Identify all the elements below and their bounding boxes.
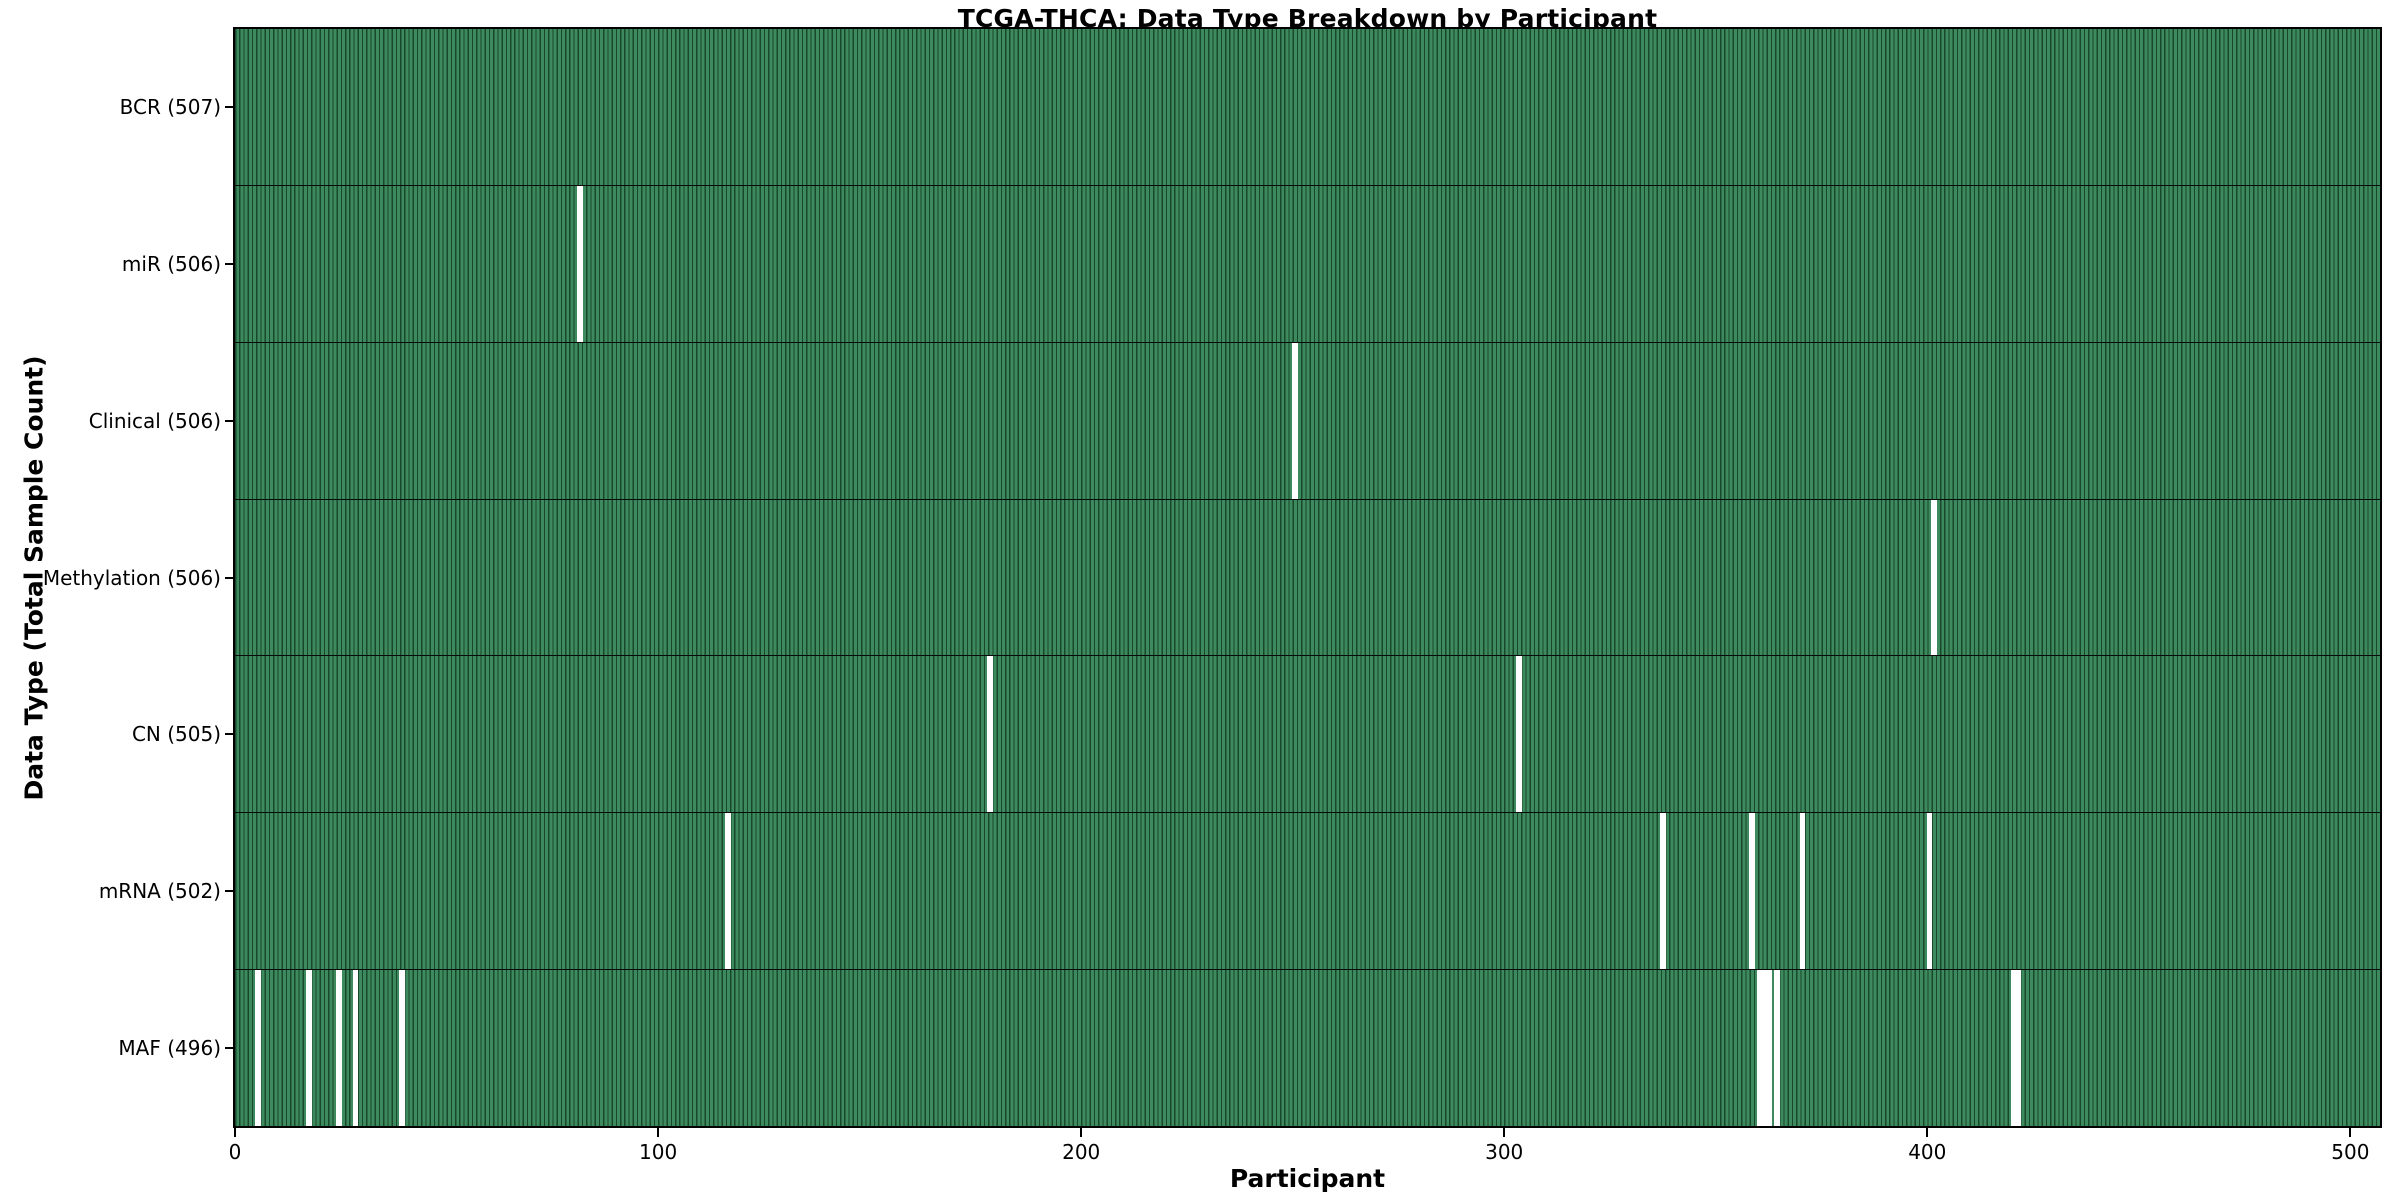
x-tick-label: 400: [1908, 1140, 1947, 1164]
x-tick-label: 100: [639, 1140, 678, 1164]
y-tick-mark: [225, 106, 233, 109]
row-label-clinical: Clinical (506): [88, 408, 221, 433]
x-tick-label: 500: [2331, 1140, 2370, 1164]
row-bcr: [235, 29, 2380, 185]
absent-gap: [1799, 813, 1806, 970]
row-clinical: [235, 341, 2380, 499]
absent-gap: [1659, 813, 1666, 970]
x-tick-label: 0: [228, 1140, 242, 1164]
x-tick-label: 300: [1485, 1140, 1524, 1164]
plot-area: Present Absent: [233, 27, 2382, 1128]
absent-gap: [255, 970, 262, 1127]
absent-gap: [1291, 342, 1298, 499]
absent-gap: [1516, 656, 1522, 813]
absent-gap: [576, 185, 583, 342]
absent-gap: [724, 813, 731, 970]
absent-gap: [987, 656, 994, 813]
row-label-methylation: Methylation (506): [42, 565, 221, 590]
absent-gap: [335, 970, 342, 1127]
row-label-mir: miR (506): [121, 252, 221, 277]
x-axis-label: Participant: [1229, 1164, 1386, 1193]
absent-gap: [352, 970, 359, 1127]
x-tick-mark: [1926, 1128, 1929, 1137]
row-label-cn: CN (505): [131, 722, 221, 747]
absent-gap: [1774, 970, 1781, 1127]
y-tick-mark: [225, 733, 233, 736]
row-label-maf: MAF (496): [118, 1035, 221, 1060]
y-tick-mark: [225, 263, 233, 266]
y-tick-mark: [225, 419, 233, 422]
absent-gap: [2011, 970, 2022, 1127]
absent-gap: [1930, 499, 1937, 656]
y-tick-mark: [225, 1046, 233, 1049]
x-tick-mark: [1503, 1128, 1506, 1137]
x-tick-label: 200: [1062, 1140, 1101, 1164]
row-cn: [235, 655, 2380, 813]
x-tick-mark: [657, 1128, 660, 1137]
absent-gap: [306, 970, 312, 1127]
absent-gap: [1926, 813, 1933, 970]
row-maf: [235, 969, 2380, 1127]
y-tick-mark: [225, 889, 233, 892]
y-tick-mark: [225, 576, 233, 579]
absent-gap: [1757, 970, 1772, 1127]
row-mrna: [235, 812, 2380, 970]
row-methylation: [235, 498, 2380, 656]
row-mir: [235, 184, 2380, 342]
row-label-bcr: BCR (507): [119, 95, 221, 120]
x-tick-mark: [1080, 1128, 1083, 1137]
x-tick-mark: [2349, 1128, 2352, 1137]
absent-gap: [399, 970, 406, 1127]
absent-gap: [1748, 813, 1755, 970]
row-label-mrna: mRNA (502): [98, 878, 221, 903]
x-tick-mark: [234, 1128, 236, 1137]
